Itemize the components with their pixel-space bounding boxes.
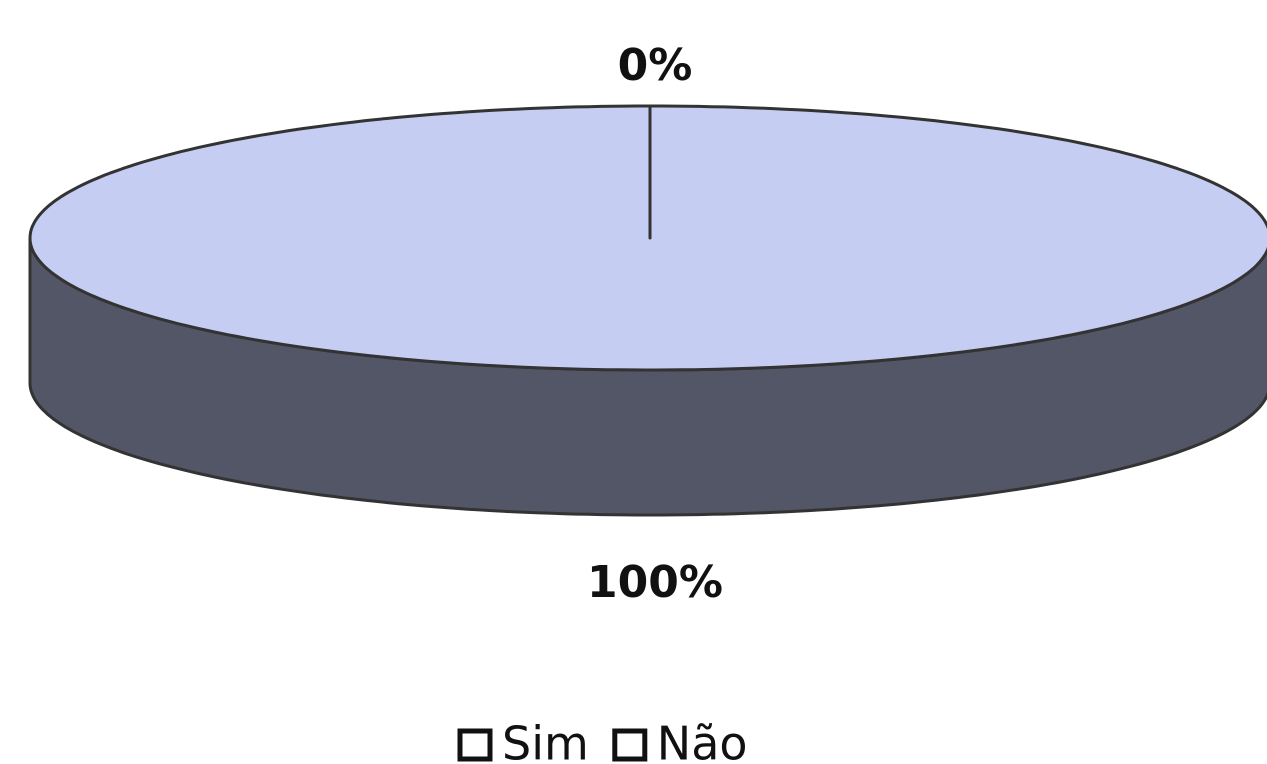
- legend-label: Sim: [502, 717, 589, 764]
- legend-label: Não: [657, 717, 748, 764]
- legend-swatch: [457, 728, 493, 762]
- legend-swatch: [612, 728, 648, 762]
- data-label: 100%: [587, 557, 723, 608]
- data-label: 0%: [618, 40, 693, 91]
- pie-slice: [28, 104, 1267, 372]
